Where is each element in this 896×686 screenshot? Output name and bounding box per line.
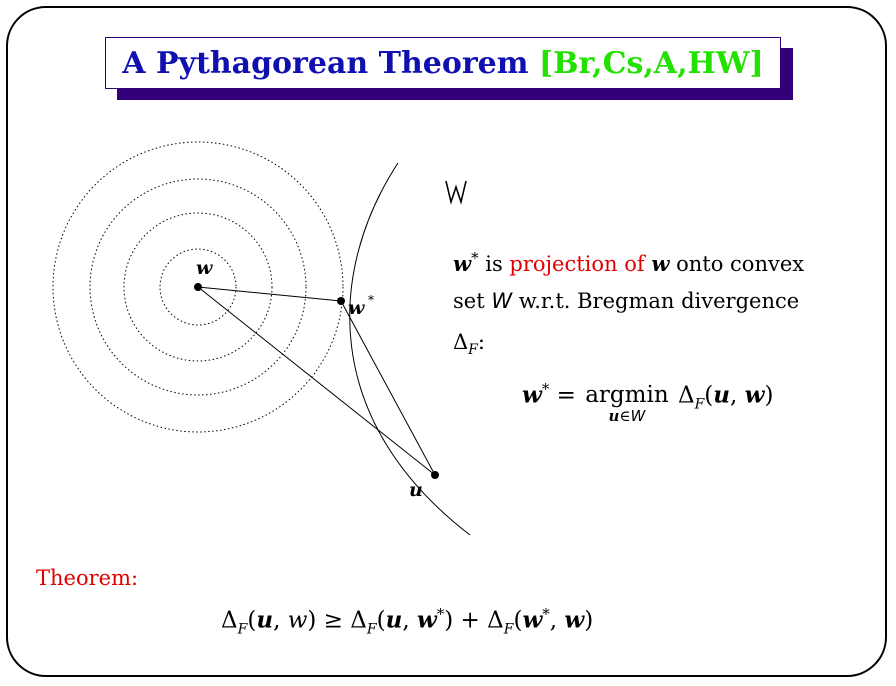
- level-circle-2: [123, 212, 273, 362]
- title-citation: [Br,Cs,A,HW]: [538, 45, 764, 81]
- description-line-1: w* is projection of w onto convex: [453, 249, 805, 276]
- line-wstar-u: [340, 300, 436, 476]
- point-wstar: [337, 297, 345, 305]
- theorem-label: Theorem:: [36, 566, 139, 590]
- convex-set-symbol: [445, 180, 467, 205]
- label-u: u: [409, 479, 423, 501]
- level-circle-1: [159, 248, 237, 326]
- description-line-2: set W w.r.t. Bregman divergence: [453, 289, 800, 313]
- argmin-operator: argmin u∈W: [585, 382, 669, 425]
- label-w: w: [196, 257, 213, 279]
- projection-equation: w* = argmin u∈W ΔF(u, w): [522, 380, 774, 425]
- convex-set-boundary: [349, 162, 471, 536]
- point-u: [431, 471, 439, 479]
- description-line-3: ΔF:: [453, 330, 485, 359]
- theorem-inequality: ΔF(u, w) ≥ ΔF(u, w*) + ΔF(w*, w): [221, 605, 594, 638]
- line-w-u: [197, 286, 436, 476]
- slide-title: A Pythagorean Theorem [Br,Cs,A,HW]: [105, 37, 781, 89]
- line-w-wstar: [197, 286, 342, 302]
- label-wstar-superscript: *: [368, 293, 374, 307]
- point-w: [194, 283, 202, 291]
- level-circle-4: [52, 141, 344, 433]
- level-circle-3: [89, 178, 307, 396]
- level-circles: [52, 141, 344, 433]
- title-main: A Pythagorean Theorem: [122, 45, 529, 81]
- slide-frame: [6, 6, 887, 677]
- label-wstar: w: [348, 297, 365, 319]
- projection-highlight: projection: [509, 252, 618, 276]
- triangle-lines: [197, 286, 436, 476]
